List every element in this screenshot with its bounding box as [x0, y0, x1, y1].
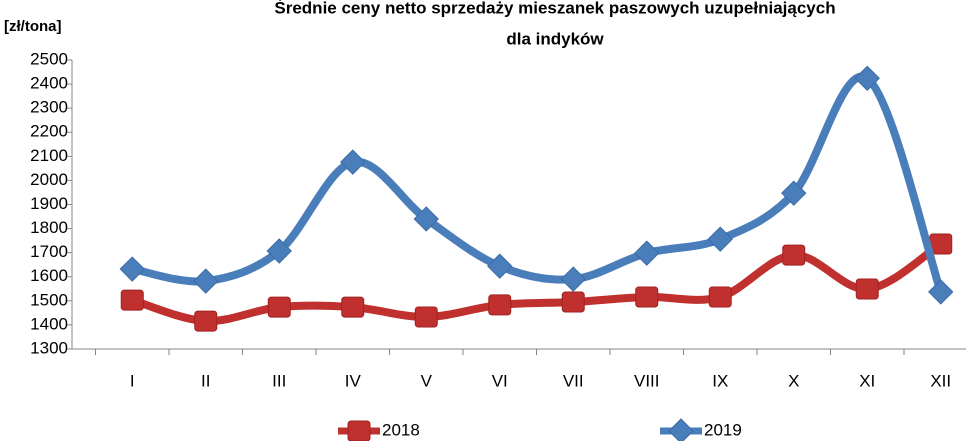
- data-point: [487, 253, 513, 279]
- x-tick-label: VI: [492, 371, 508, 390]
- data-point: [855, 278, 879, 300]
- data-point: [120, 289, 144, 311]
- data-point: [488, 294, 512, 316]
- data-point: [414, 306, 438, 328]
- y-tick-label: 1800: [30, 218, 68, 237]
- legend-label: 2019: [704, 420, 742, 439]
- y-tick-label: 2100: [30, 146, 68, 165]
- data-point: [561, 291, 585, 313]
- x-tick-label: IX: [712, 371, 728, 390]
- data-point: [782, 244, 806, 266]
- x-tick-label: V: [421, 371, 433, 390]
- series-line: [131, 240, 943, 326]
- x-tick-label: III: [272, 371, 286, 390]
- y-tick-label: 2400: [30, 74, 68, 93]
- data-point: [560, 266, 586, 292]
- data-point: [340, 149, 366, 175]
- y-tick-label: 1700: [30, 242, 68, 261]
- data-point: [267, 296, 291, 318]
- data-point: [341, 296, 365, 318]
- y-tick-label: 2200: [30, 122, 68, 141]
- y-tick-label: 1400: [30, 314, 68, 333]
- data-point: [708, 286, 732, 308]
- data-point: [854, 65, 880, 92]
- series-line: [131, 72, 945, 294]
- x-tick-label: I: [130, 371, 135, 390]
- data-point: [928, 279, 954, 305]
- y-tick-label: 1900: [30, 194, 68, 213]
- data-point: [266, 238, 292, 264]
- x-tick-label: XII: [930, 371, 951, 390]
- x-tick-label: II: [201, 371, 210, 390]
- data-point: [413, 206, 439, 232]
- data-point: [781, 180, 807, 206]
- x-tick-label: VII: [563, 371, 584, 390]
- x-tick-label: X: [788, 371, 799, 390]
- y-tick-label: 1500: [30, 290, 68, 309]
- data-point: [194, 310, 218, 332]
- data-point: [119, 256, 145, 282]
- data-point: [634, 240, 660, 266]
- x-tick-label: VIII: [634, 371, 660, 390]
- legend-label: 2018: [382, 420, 420, 439]
- y-tick-label: 2500: [30, 49, 68, 68]
- y-tick-label: 2000: [30, 170, 68, 189]
- legend-marker: [347, 420, 371, 441]
- y-tick-label: 1600: [30, 266, 68, 285]
- y-tick-label: 1300: [30, 338, 68, 357]
- legend-marker: [668, 418, 694, 441]
- x-tick-label: XI: [859, 371, 875, 390]
- data-point: [193, 268, 219, 294]
- x-tick-label: IV: [345, 371, 362, 390]
- data-point: [707, 226, 733, 252]
- chart-title: dla indyków: [506, 29, 604, 48]
- chart-title: Średnie ceny netto sprzedaży mieszanek p…: [274, 0, 835, 17]
- y-tick-label: 2300: [30, 98, 68, 117]
- y-axis-label: [zł/tona]: [4, 18, 62, 35]
- data-point: [635, 286, 659, 308]
